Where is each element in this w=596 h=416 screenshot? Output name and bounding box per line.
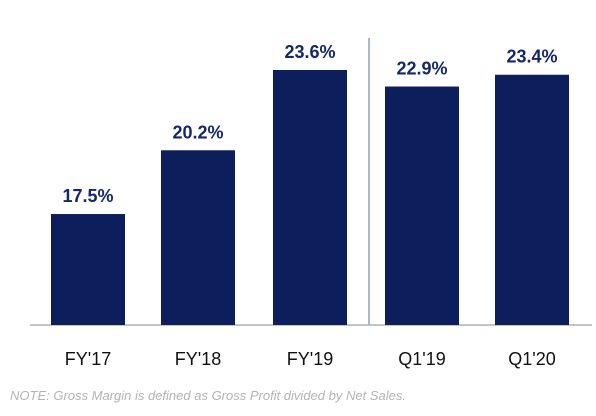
value-label-3: 23.6%	[284, 42, 335, 62]
x-tick-labels-group: FY'17 FY'18 FY'19 Q1'19 Q1'20	[65, 349, 556, 369]
x-tick-label-1: FY'17	[65, 349, 111, 369]
value-label-1: 17.5%	[62, 186, 113, 206]
bar-3	[273, 70, 347, 325]
value-labels-group: 17.5% 20.2% 23.6% 22.9% 23.4%	[62, 42, 557, 206]
x-tick-label-5: Q1'20	[508, 349, 555, 369]
bar-4	[385, 86, 459, 326]
bar-2	[161, 150, 235, 325]
x-tick-label-4: Q1'19	[398, 349, 445, 369]
footnote: NOTE: Gross Margin is defined as Gross P…	[10, 388, 406, 403]
x-tick-label-2: FY'18	[175, 349, 221, 369]
x-tick-label-3: FY'19	[287, 349, 333, 369]
bar-5	[495, 74, 569, 325]
bars-group	[51, 70, 569, 326]
value-label-5: 23.4%	[506, 47, 557, 67]
value-label-2: 20.2%	[172, 122, 223, 142]
value-label-4: 22.9%	[396, 59, 447, 79]
bar-1	[51, 214, 125, 325]
